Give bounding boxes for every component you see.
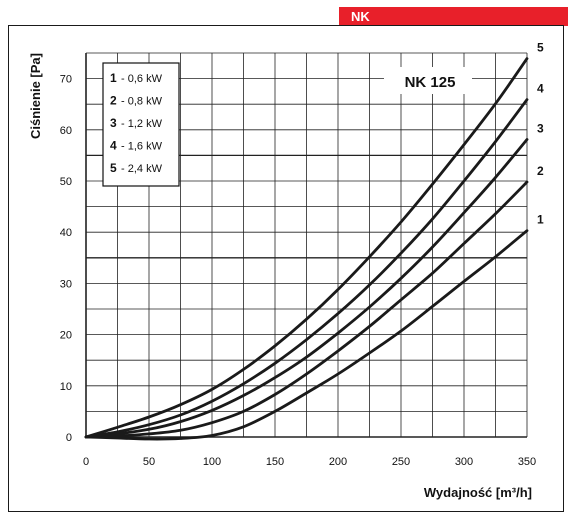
- x-tick-label: 200: [329, 456, 347, 468]
- legend-entry-text: - 1,6 kW: [121, 141, 163, 153]
- series-end-label-5: 5: [537, 41, 544, 55]
- series-line-4: [84, 98, 529, 439]
- y-tick-label: 70: [60, 74, 72, 86]
- series-line-5: [84, 57, 529, 439]
- series-line-2: [84, 180, 529, 439]
- legend-entry-text: - 0,8 kW: [121, 96, 163, 108]
- x-tick-label: 350: [518, 456, 536, 468]
- axis-ticks: 0 50 100 150 200 250 300 350 0 10 20 30 40 50 60 70: [60, 74, 536, 468]
- y-axis-label: Ciśnienie [Pa]: [28, 53, 43, 139]
- legend-entry-number: 3: [110, 116, 117, 130]
- legend-entry-text: - 1,2 kW: [121, 118, 163, 130]
- model-label: NK 125: [405, 74, 456, 91]
- legend-entry-number: 1: [110, 71, 117, 85]
- x-tick-label: 150: [266, 456, 284, 468]
- y-tick-label: 10: [60, 381, 72, 393]
- series-lines: [84, 57, 529, 441]
- series-line-3: [84, 138, 529, 439]
- x-axis-label: Wydajność [m³/h]: [424, 485, 532, 500]
- legend-box: [102, 62, 180, 187]
- series-end-label-4: 4: [537, 82, 544, 96]
- series-line-1: [84, 229, 529, 441]
- legend-entry-text: - 2,4 kW: [121, 163, 163, 175]
- x-tick-label: 300: [455, 456, 473, 468]
- series-end-labels: 1 2 3 4 5: [537, 41, 544, 227]
- series-end-label-3: 3: [537, 122, 544, 136]
- legend-entry-text: - 0,6 kW: [121, 73, 163, 85]
- y-tick-label: 20: [60, 330, 72, 342]
- series-end-label-2: 2: [537, 164, 544, 178]
- model-label-box: [384, 67, 472, 94]
- x-tick-label: 0: [83, 456, 89, 468]
- product-tag: NK: [339, 7, 568, 26]
- model-label-group: NK 125: [384, 67, 472, 94]
- y-tick-label: 30: [60, 278, 72, 290]
- y-tick-label: 50: [60, 176, 72, 188]
- legend-entry-number: 4: [110, 139, 117, 153]
- x-tick-label: 250: [392, 456, 410, 468]
- legend-entry-number: 2: [110, 94, 117, 108]
- legend-entry-number: 5: [110, 161, 117, 175]
- y-tick-label: 40: [60, 227, 72, 239]
- series-end-label-1: 1: [537, 213, 544, 227]
- y-tick-label: 60: [60, 125, 72, 137]
- legend-entries: 1 - 0,6 kW 2 - 0,8 kW 3 - 1,2 kW 4 - 1,6 kW 5 - 2…: [110, 71, 163, 175]
- chart-frame: [8, 25, 564, 512]
- y-tick-label: 0: [66, 432, 72, 444]
- x-tick-label: 50: [143, 456, 155, 468]
- x-tick-label: 100: [203, 456, 221, 468]
- legend: 1 - 0,6 kW 2 - 0,8 kW 3 - 1,2 kW 4 - 1,6 kW 5 - 2…: [102, 62, 180, 187]
